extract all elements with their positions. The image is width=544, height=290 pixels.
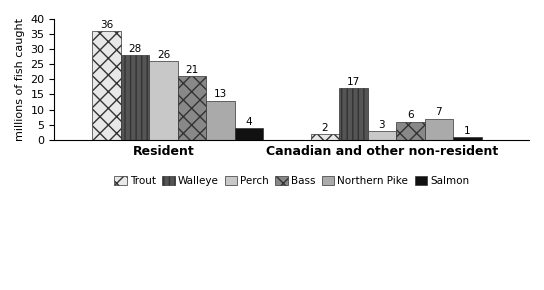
Bar [339, 88, 368, 140]
Y-axis label: millions of fish caught: millions of fish caught [15, 18, 25, 141]
Bar [396, 122, 424, 140]
Text: 4: 4 [246, 117, 252, 126]
Text: 26: 26 [157, 50, 170, 60]
Bar [149, 61, 178, 140]
Text: 2: 2 [322, 123, 328, 133]
Bar [178, 76, 206, 140]
Bar [121, 55, 149, 140]
Text: 17: 17 [347, 77, 360, 87]
Text: 28: 28 [128, 44, 141, 54]
Bar [368, 131, 396, 140]
Bar [453, 137, 481, 140]
Text: 6: 6 [407, 110, 413, 120]
Text: 13: 13 [214, 89, 227, 99]
Bar [92, 31, 121, 140]
Text: 36: 36 [100, 20, 113, 30]
Legend: Trout, Walleye, Perch, Bass, Northern Pike, Salmon: Trout, Walleye, Perch, Bass, Northern Pi… [110, 172, 473, 190]
Text: 1: 1 [464, 126, 471, 135]
Bar [311, 134, 339, 140]
Bar [424, 119, 453, 140]
Bar [235, 128, 263, 140]
Text: 7: 7 [436, 107, 442, 117]
Text: 3: 3 [379, 119, 385, 130]
Text: 21: 21 [186, 65, 199, 75]
Bar [206, 101, 235, 140]
